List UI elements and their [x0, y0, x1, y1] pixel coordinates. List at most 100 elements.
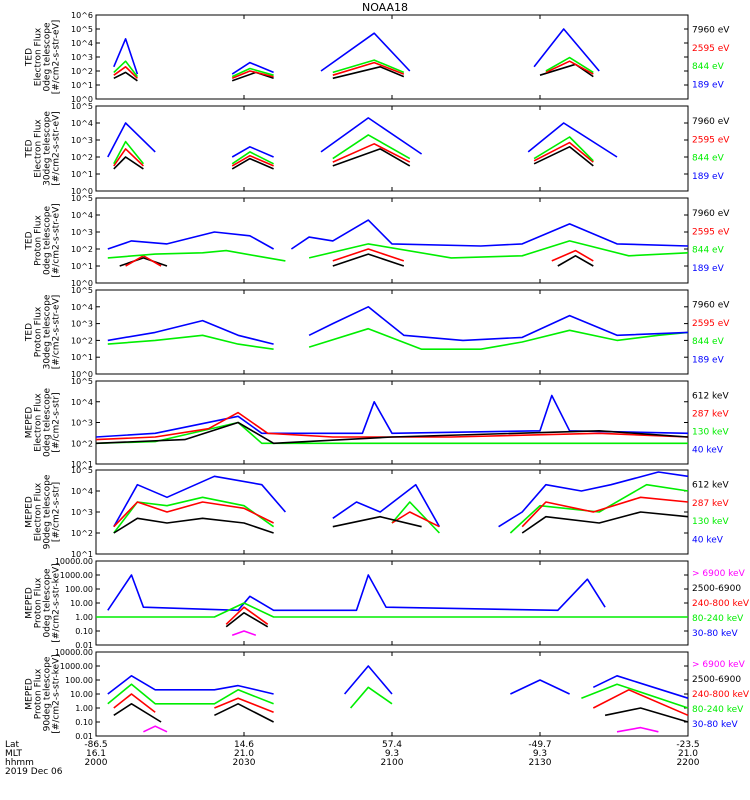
series-line	[113, 475, 287, 528]
series-line	[332, 515, 422, 528]
y-axis-label-line: [#/cm2-s-str-eV]	[52, 20, 62, 95]
series-line	[107, 683, 274, 705]
series	[113, 28, 600, 75]
y-tick-label: 1.00	[75, 704, 93, 713]
legend-entry: 189 eV	[692, 80, 725, 90]
series-line	[290, 219, 689, 250]
x-tick-label-lat: -49.7	[528, 740, 551, 750]
x-tick-label-lat: 57.4	[382, 740, 402, 750]
series	[113, 134, 594, 165]
y-tick-label: 10^5	[71, 466, 93, 475]
y-tick-label: 10^1	[71, 460, 93, 469]
series-line	[509, 483, 689, 534]
legend-entry: 189 eV	[692, 172, 725, 182]
legend-entry: 287 keV	[692, 499, 729, 509]
x-tick-label-mlt: 9.3	[385, 749, 399, 759]
series	[119, 253, 594, 267]
y-axis-label: TEDProton Flux0deg telescope[#/cm2-s-str…	[25, 203, 62, 278]
x-tick-label-mlt: 9.3	[533, 749, 547, 759]
y-tick-label: 10^2	[71, 336, 93, 345]
series-line	[308, 240, 689, 259]
series	[225, 611, 269, 628]
y-tick-label: 10^3	[71, 419, 93, 428]
series-line	[231, 61, 274, 75]
y-tick-label: 10^0	[71, 370, 93, 379]
legend-entry: 2500-6900	[692, 584, 741, 594]
series	[107, 683, 689, 709]
y-tick-label: 10000.00	[55, 648, 93, 657]
series	[225, 606, 269, 625]
y-axis-label-line: 30deg telescope	[43, 294, 53, 369]
series-line	[113, 37, 139, 75]
series-line	[545, 60, 594, 75]
y-axis-label-line: Proton Flux	[34, 306, 44, 357]
series-line	[521, 511, 689, 534]
series-line	[107, 249, 286, 262]
legend-entry: 7960 eV	[692, 301, 730, 311]
y-tick-label: 10.00	[70, 599, 93, 608]
series	[113, 688, 689, 717]
y-axis-label-line: [#/cm2-s-str-eV]	[52, 295, 62, 370]
series	[113, 471, 689, 528]
plot-frame	[95, 197, 689, 284]
legend-entry: 189 eV	[692, 264, 725, 274]
y-tick-label: 10.00	[70, 690, 93, 699]
series-line	[214, 702, 274, 723]
y-tick-label: 10^1	[71, 262, 93, 271]
y-tick-label: 10^4	[71, 398, 93, 407]
y-axis-label-line: 0deg telescope	[43, 22, 53, 92]
series-line	[551, 249, 594, 262]
y-axis-label: MEPEDProton Flux0deg telescope[#/cm2-s-s…	[25, 563, 62, 642]
series-line	[320, 32, 411, 72]
y-axis-label-line: [#/cm2-s-str-eV]	[52, 111, 62, 186]
y-tick-label: 1000.00	[60, 662, 93, 671]
legend-entry: 130 keV	[692, 517, 729, 527]
legend-entry: 130 keV	[692, 428, 729, 438]
series	[143, 725, 659, 733]
plot-frame	[95, 380, 689, 465]
series-line	[557, 255, 594, 267]
series-line	[498, 471, 689, 528]
series	[113, 496, 689, 528]
y-tick-label: 10^5	[71, 286, 93, 295]
time-axis: -86.516.1200014.621.0203057.49.32100-49.…	[5, 15, 700, 777]
plot-frame	[95, 14, 689, 100]
x-tick-label-hhmm: 2000	[85, 758, 108, 768]
x-tick-label-lat: -86.5	[84, 740, 107, 750]
series-line	[113, 148, 144, 167]
y-axis-label-line: Electron Flux	[34, 119, 44, 178]
x-tick-label-lat: 14.6	[234, 740, 254, 750]
x-row-label: 2019 Dec 06	[5, 767, 63, 777]
y-tick-label: 0.10	[75, 627, 93, 636]
y-tick-label: 10^0	[71, 279, 93, 288]
series-line	[231, 151, 274, 165]
legend-entry: > 6900 keV	[692, 660, 746, 670]
plot-frame	[95, 560, 689, 646]
series-line	[113, 156, 144, 170]
series-line	[113, 66, 138, 79]
series-line	[113, 60, 139, 78]
y-tick-label: 10^4	[71, 487, 93, 496]
panel-8: 0.010.101.0010.00100.001000.0010000.00ME…	[25, 648, 750, 741]
legend-entry: 2595 eV	[692, 319, 730, 329]
series-line	[119, 257, 168, 267]
y-axis-label: MEPEDElectron Flux0deg telescope[#/cm2-s…	[25, 388, 62, 458]
series	[113, 702, 689, 723]
x-row-label: hhmm	[5, 758, 34, 768]
y-axis-label-line: Electron Flux	[34, 27, 44, 86]
y-axis-label-line: TED	[25, 48, 35, 67]
x-tick-label-mlt: 21.0	[678, 749, 698, 759]
series	[107, 327, 689, 351]
y-tick-label: 10^2	[71, 439, 93, 448]
legend-entry: 40 keV	[692, 535, 724, 545]
series	[107, 665, 689, 699]
series-line	[231, 157, 274, 170]
legend-entry: 189 eV	[692, 355, 725, 365]
y-tick-label: 10^0	[71, 95, 93, 104]
series-line	[533, 136, 594, 162]
legend-entry: 240-800 keV	[692, 690, 750, 700]
series-line	[107, 574, 606, 612]
series	[107, 219, 689, 250]
series-line	[527, 122, 618, 158]
panel-7: 0.010.101.0010.00100.001000.0010000.00ME…	[25, 557, 750, 650]
